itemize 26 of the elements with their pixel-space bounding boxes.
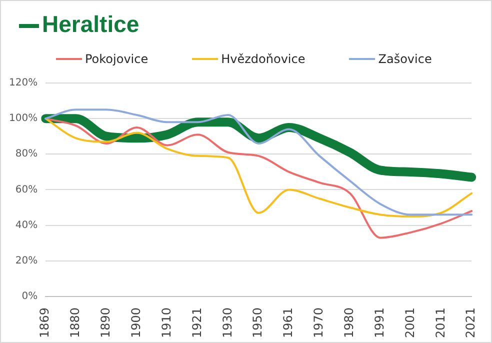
legend-label: Zašovice [377, 52, 432, 66]
y-tick-label: 20% [15, 255, 38, 266]
y-tick-label: 120% [8, 78, 38, 89]
x-tick-label: 1930 [220, 307, 234, 338]
x-tick-label: 1991 [372, 307, 386, 338]
x-tick-label: 2001 [402, 307, 417, 338]
y-tick-label: 0% [22, 291, 38, 302]
x-tick-label: 1900 [129, 307, 143, 338]
x-tick-label: 1880 [68, 307, 82, 338]
legend-label: Heraltice [41, 11, 140, 38]
legend-label: Hvězdoňovice [220, 52, 306, 66]
y-tick-label: 100% [8, 113, 38, 124]
y-tick-label: 60% [15, 184, 38, 196]
x-tick-label: 1950 [250, 307, 265, 338]
x-tick-label: 1970 [312, 307, 326, 338]
x-tick-label: 1890 [98, 307, 113, 338]
y-tick-label: 80% [15, 148, 38, 160]
x-tick-label: 1921 [190, 307, 204, 338]
x-tick-label: 1961 [281, 307, 296, 338]
x-tick-label: 1980 [342, 307, 356, 338]
x-tick-label: 1869 [38, 307, 52, 338]
x-tick-label: 1910 [159, 307, 174, 338]
y-tick-label: 40% [15, 220, 38, 231]
x-tick-label: 2021 [464, 307, 478, 338]
legend-label: Pokojovice [84, 52, 148, 66]
x-tick-label: 2011 [433, 307, 448, 338]
